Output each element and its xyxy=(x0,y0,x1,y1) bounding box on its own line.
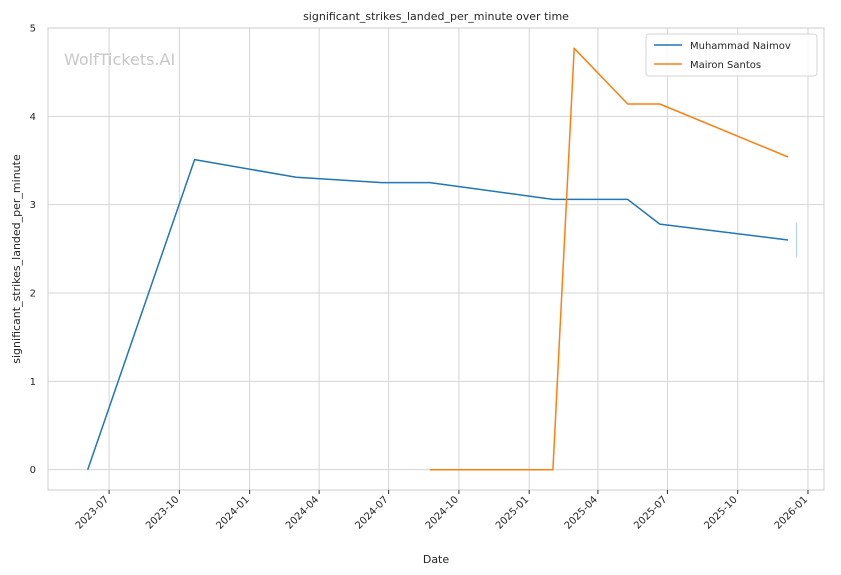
data-point-mairon-santos xyxy=(573,47,575,49)
y-axis-label: significant_strikes_landed_per_minute xyxy=(10,154,23,364)
y-axis-ticks: 0 1 2 3 4 5 xyxy=(30,24,36,477)
y-tick-label: 4 xyxy=(30,112,36,123)
data-point-mairon-santos xyxy=(787,156,789,158)
y-tick-label: 0 xyxy=(30,465,36,476)
data-point-muhammad-naimov xyxy=(627,198,629,200)
x-axis-label: Date xyxy=(423,553,450,566)
plot-frame xyxy=(47,27,825,491)
y-tick-label: 5 xyxy=(30,24,36,35)
legend-box xyxy=(645,33,818,77)
data-point-mairon-santos xyxy=(659,103,661,105)
data-point-mairon-santos xyxy=(429,469,431,471)
legend-label-mairon-santos: Mairon Santos xyxy=(690,60,761,71)
data-point-muhammad-naimov xyxy=(552,198,554,200)
series-lines xyxy=(86,47,789,471)
y-tick-label: 3 xyxy=(30,200,36,211)
data-point-muhammad-naimov xyxy=(787,239,789,241)
data-point-muhammad-naimov xyxy=(194,159,196,161)
data-point-muhammad-naimov xyxy=(295,176,297,178)
legend-label-muhammad-naimov: Muhammad Naimov xyxy=(690,41,791,52)
y-tick-label: 2 xyxy=(30,289,36,300)
series-line-mairon-santos xyxy=(429,47,789,471)
series-line-muhammad-naimov xyxy=(86,158,789,470)
data-point-mairon-santos xyxy=(627,103,629,105)
legend: Muhammad Naimov Mairon Santos xyxy=(645,33,818,77)
chart-title: significant_strikes_landed_per_minute ov… xyxy=(303,10,569,23)
data-point-muhammad-naimov xyxy=(659,223,661,225)
data-point-mairon-santos xyxy=(552,469,554,471)
y-tick-label: 1 xyxy=(30,377,36,388)
data-point-muhammad-naimov xyxy=(381,182,383,184)
data-point-muhammad-naimov xyxy=(429,182,431,184)
watermark: WolfTickets.AI xyxy=(64,50,175,69)
data-point-muhammad-naimov xyxy=(87,469,89,471)
